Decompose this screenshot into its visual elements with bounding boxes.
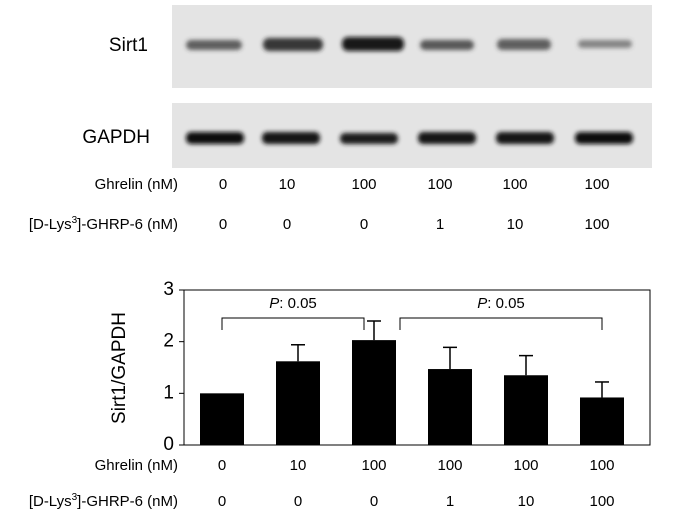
bar bbox=[580, 397, 624, 445]
band bbox=[578, 40, 632, 48]
annotation: P: 0.05 bbox=[269, 295, 317, 312]
protein-label: Sirt1 bbox=[109, 35, 148, 56]
band bbox=[342, 37, 404, 51]
x-tick-label: 0 bbox=[370, 493, 378, 510]
annotation-text: : 0.05 bbox=[279, 295, 317, 312]
significance-bracket bbox=[399, 317, 603, 330]
band bbox=[340, 133, 398, 144]
band bbox=[186, 132, 244, 144]
condition-value: 100 bbox=[351, 176, 376, 193]
band bbox=[418, 132, 476, 144]
bar bbox=[276, 361, 320, 445]
condition-value: 100 bbox=[584, 176, 609, 193]
row-label: Ghrelin (nM) bbox=[95, 176, 178, 193]
annotation-italic: P bbox=[477, 295, 487, 312]
x-tick-label: 100 bbox=[361, 457, 386, 474]
condition-value: 100 bbox=[427, 176, 452, 193]
bar bbox=[200, 393, 244, 445]
plot-frame bbox=[183, 289, 651, 446]
row-label: [D-Lys3]-GHRP-6 (nM) bbox=[29, 492, 178, 510]
protein-label: GAPDH bbox=[82, 127, 150, 148]
y-tick-label: 3 bbox=[163, 279, 174, 300]
condition-value: 0 bbox=[219, 216, 227, 233]
bar bbox=[352, 340, 396, 445]
y-tick-label: 1 bbox=[163, 382, 174, 403]
band bbox=[262, 132, 320, 144]
band bbox=[496, 132, 554, 144]
superscript: 3 bbox=[72, 215, 78, 226]
band bbox=[575, 132, 633, 144]
condition-value: 0 bbox=[283, 216, 291, 233]
annotation-text: : 0.05 bbox=[487, 295, 525, 312]
x-tick-label: 100 bbox=[437, 457, 462, 474]
band bbox=[497, 39, 551, 50]
row-label: Ghrelin (nM) bbox=[95, 457, 178, 474]
significance-bracket bbox=[221, 317, 365, 330]
condition-value: 10 bbox=[279, 176, 296, 193]
label-part: ]-GHRP-6 (nM) bbox=[77, 216, 178, 233]
superscript: 3 bbox=[72, 492, 78, 503]
x-tick-label: 1 bbox=[446, 493, 454, 510]
band bbox=[186, 40, 242, 50]
label-part: [D-Lys bbox=[29, 493, 72, 510]
x-tick-label: 0 bbox=[218, 493, 226, 510]
band bbox=[420, 40, 474, 50]
condition-value: 100 bbox=[584, 216, 609, 233]
x-tick-label: 100 bbox=[513, 457, 538, 474]
condition-value: 0 bbox=[219, 176, 227, 193]
y-tick-label: 0 bbox=[163, 434, 174, 455]
x-tick-label: 10 bbox=[518, 493, 535, 510]
x-tick-label: 100 bbox=[589, 493, 614, 510]
condition-value: 10 bbox=[507, 216, 524, 233]
x-tick-label: 10 bbox=[290, 457, 307, 474]
sirt1-bands bbox=[186, 37, 632, 51]
x-tick-label: 0 bbox=[218, 457, 226, 474]
blot-panel bbox=[172, 5, 652, 88]
bar bbox=[428, 369, 472, 445]
y-axis-label: Sirt1/GAPDH bbox=[109, 312, 130, 424]
label-part: Ghrelin (nM) bbox=[95, 457, 178, 474]
annotation: P: 0.05 bbox=[477, 295, 525, 312]
band bbox=[263, 38, 323, 51]
condition-value: 0 bbox=[360, 216, 368, 233]
x-tick-label: 0 bbox=[294, 493, 302, 510]
annotation-italic: P bbox=[269, 295, 279, 312]
label-part: [D-Lys bbox=[29, 216, 72, 233]
label-part: Ghrelin (nM) bbox=[95, 176, 178, 193]
blot-panel bbox=[172, 103, 652, 168]
row-label: [D-Lys3]-GHRP-6 (nM) bbox=[29, 215, 178, 233]
label-part: ]-GHRP-6 (nM) bbox=[77, 493, 178, 510]
bar bbox=[504, 375, 548, 445]
x-tick-label: 100 bbox=[589, 457, 614, 474]
gapdh-bands bbox=[186, 132, 633, 144]
y-tick-label: 2 bbox=[163, 331, 174, 352]
condition-value: 100 bbox=[502, 176, 527, 193]
condition-value: 1 bbox=[436, 216, 444, 233]
